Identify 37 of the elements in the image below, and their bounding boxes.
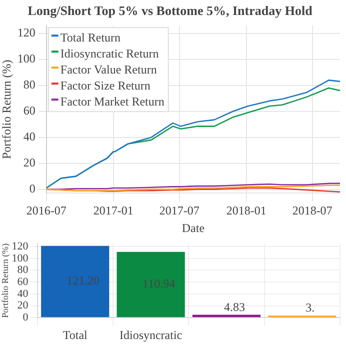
y-tick-label: 100: [12, 252, 29, 264]
x-tick-label: 2018-07: [292, 204, 332, 218]
x-tick-label: 2016-07: [26, 204, 66, 218]
y-tick-label: 60: [17, 276, 29, 288]
x-axis-title: Date: [182, 220, 205, 235]
y-tick-label: 0: [29, 181, 36, 196]
x-tick-label: 2017-01: [93, 204, 134, 218]
y-tick-label: 60: [23, 104, 36, 118]
bar: [116, 252, 185, 318]
y-tick-label: 80: [17, 264, 29, 276]
legend-label: Idiosyncratic Return: [60, 46, 159, 61]
legend-label: Factor Market Return: [60, 94, 164, 109]
y-tick-label: 80: [23, 78, 36, 92]
y-tick-label: 120: [17, 26, 36, 40]
x-tick-label: 2018-01: [226, 204, 266, 218]
legend-label: Total Return: [60, 30, 121, 45]
y-tick-label: 20: [17, 300, 29, 312]
bar: [192, 314, 261, 318]
y-tick-label: 0: [22, 311, 29, 324]
y-tick-label: 40: [23, 129, 36, 144]
legend-label: Factor Value Return: [60, 62, 157, 77]
x-tick-label: Total: [62, 328, 88, 342]
x-tick-label: 2017-07: [159, 204, 200, 218]
y-axis-title: Portfolio Return (%): [0, 243, 10, 318]
legend-label: Factor Size Return: [60, 78, 150, 93]
data-label: 4.83: [224, 300, 245, 314]
y-axis-title: Portfolio Return (%): [0, 60, 14, 160]
y-tick-label: 20: [23, 155, 36, 170]
chart-title: Long/Short Top 5% vs Bottome 5%, Intraday Hold: [28, 3, 314, 18]
x-tick-label: Idiosyncratic: [119, 328, 182, 342]
y-tick-label: 120: [12, 240, 29, 252]
bar: [41, 246, 110, 318]
data-label: 110.94: [142, 276, 176, 291]
data-label: 121.20: [66, 274, 100, 288]
y-tick-label: 40: [17, 288, 29, 300]
y-tick-label: 100: [17, 52, 36, 66]
data-label: 3.: [306, 300, 315, 315]
